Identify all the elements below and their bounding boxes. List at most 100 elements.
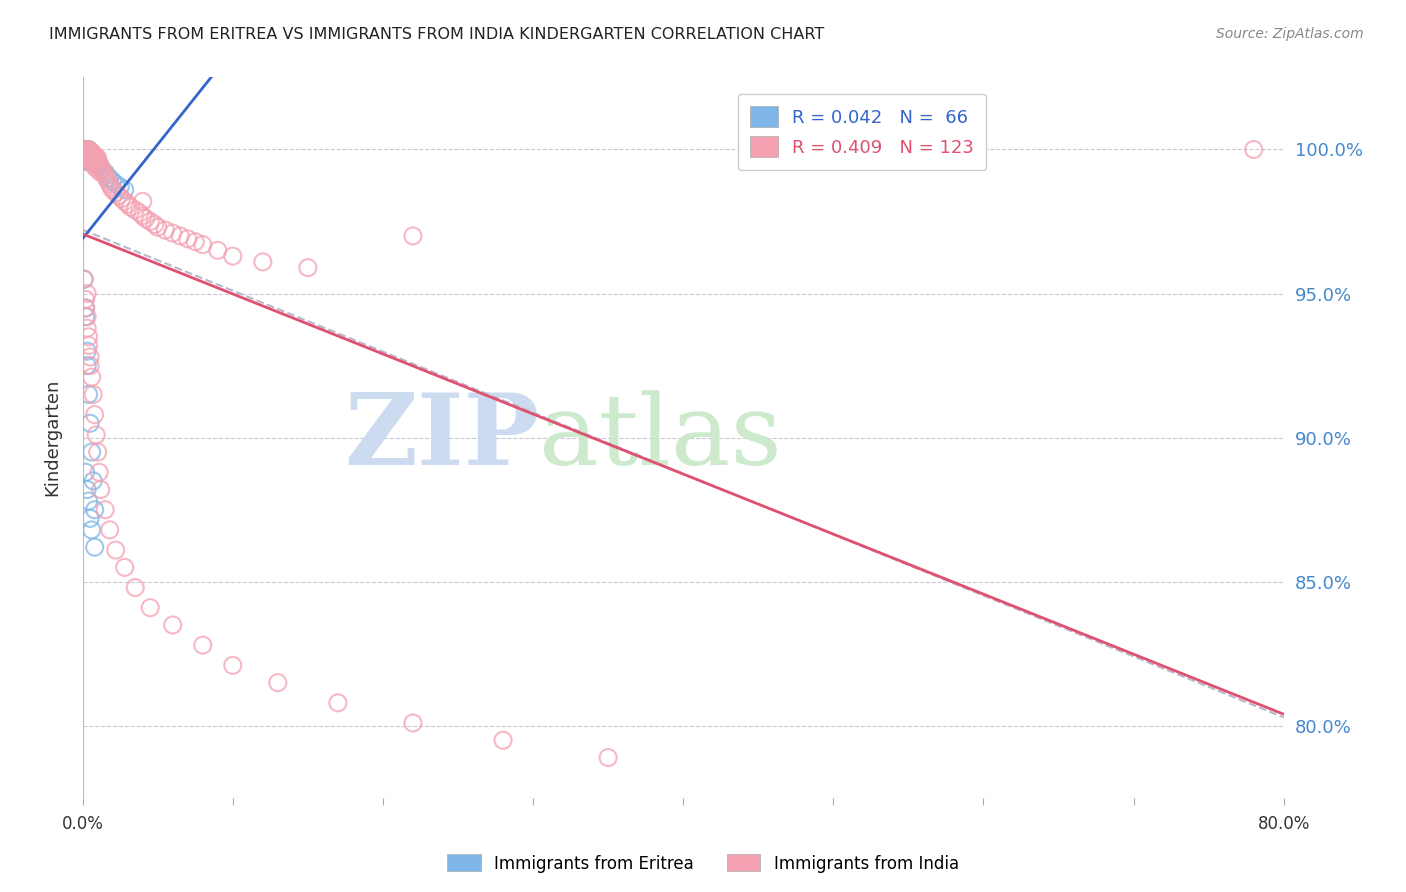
- Point: [75, 154, 97, 169]
- Point: [177, 232, 200, 246]
- Point: [84, 151, 107, 165]
- Point: [75, 143, 97, 157]
- Point: [76, 151, 98, 165]
- Point: [73, 272, 96, 286]
- Point: [76, 151, 98, 165]
- Point: [79, 145, 101, 160]
- Point: [297, 260, 319, 275]
- Point: [75, 151, 97, 165]
- Point: [75, 151, 97, 165]
- Point: [77, 154, 100, 169]
- Point: [82, 148, 104, 162]
- Point: [135, 211, 157, 226]
- Point: [84, 427, 107, 442]
- Point: [77, 145, 100, 160]
- Point: [73, 143, 96, 157]
- Point: [84, 154, 107, 169]
- Point: [75, 143, 97, 157]
- Point: [90, 165, 112, 179]
- Point: [77, 143, 100, 157]
- Point: [98, 177, 121, 191]
- Point: [83, 151, 105, 165]
- Point: [124, 202, 146, 217]
- Point: [79, 151, 101, 165]
- Point: [101, 183, 124, 197]
- Point: [598, 750, 620, 764]
- Point: [90, 160, 112, 174]
- Point: [75, 145, 97, 160]
- Point: [79, 154, 101, 169]
- Point: [73, 148, 96, 162]
- Text: 0.0%: 0.0%: [62, 815, 104, 833]
- Point: [77, 330, 100, 344]
- Point: [77, 148, 100, 162]
- Point: [267, 675, 290, 690]
- Point: [79, 151, 101, 165]
- Point: [86, 157, 108, 171]
- Point: [94, 502, 117, 516]
- Point: [73, 143, 96, 157]
- Point: [75, 148, 97, 162]
- Point: [77, 151, 100, 165]
- Point: [77, 387, 100, 401]
- Y-axis label: Kindergarten: Kindergarten: [44, 379, 60, 496]
- Point: [98, 523, 121, 537]
- Point: [76, 154, 98, 169]
- Point: [76, 483, 98, 497]
- Legend: R = 0.042   N =  66, R = 0.409   N = 123: R = 0.042 N = 66, R = 0.409 N = 123: [738, 94, 987, 169]
- Point: [191, 638, 214, 652]
- Point: [76, 145, 98, 160]
- Point: [75, 310, 97, 324]
- Point: [155, 223, 177, 237]
- Point: [76, 145, 98, 160]
- Text: atlas: atlas: [538, 390, 782, 485]
- Text: ZIP: ZIP: [344, 389, 538, 486]
- Point: [76, 286, 98, 301]
- Point: [402, 716, 425, 731]
- Point: [79, 350, 101, 364]
- Point: [77, 151, 100, 165]
- Point: [139, 214, 162, 228]
- Point: [86, 162, 108, 177]
- Point: [75, 145, 97, 160]
- Point: [80, 445, 103, 459]
- Point: [124, 581, 146, 595]
- Point: [83, 502, 105, 516]
- Point: [80, 151, 103, 165]
- Point: [83, 154, 105, 169]
- Point: [82, 387, 104, 401]
- Point: [80, 148, 103, 162]
- Point: [75, 143, 97, 157]
- Point: [77, 145, 100, 160]
- Point: [75, 148, 97, 162]
- Point: [82, 151, 104, 165]
- Point: [83, 540, 105, 554]
- Point: [77, 148, 100, 162]
- Point: [75, 465, 97, 479]
- Point: [86, 154, 108, 169]
- Point: [79, 148, 101, 162]
- Point: [97, 174, 120, 188]
- Point: [191, 237, 214, 252]
- Point: [91, 162, 114, 177]
- Point: [80, 523, 103, 537]
- Point: [104, 186, 127, 200]
- Point: [76, 148, 98, 162]
- Point: [76, 145, 98, 160]
- Point: [75, 301, 97, 315]
- Point: [108, 180, 131, 194]
- Point: [131, 209, 153, 223]
- Point: [117, 197, 139, 211]
- Point: [402, 229, 425, 244]
- Point: [207, 244, 229, 258]
- Point: [101, 174, 124, 188]
- Point: [222, 658, 245, 673]
- Point: [94, 165, 117, 179]
- Point: [76, 148, 98, 162]
- Point: [131, 194, 153, 209]
- Point: [75, 145, 97, 160]
- Point: [77, 145, 100, 160]
- Text: 80.0%: 80.0%: [1257, 815, 1310, 833]
- Point: [104, 177, 127, 191]
- Point: [83, 151, 105, 165]
